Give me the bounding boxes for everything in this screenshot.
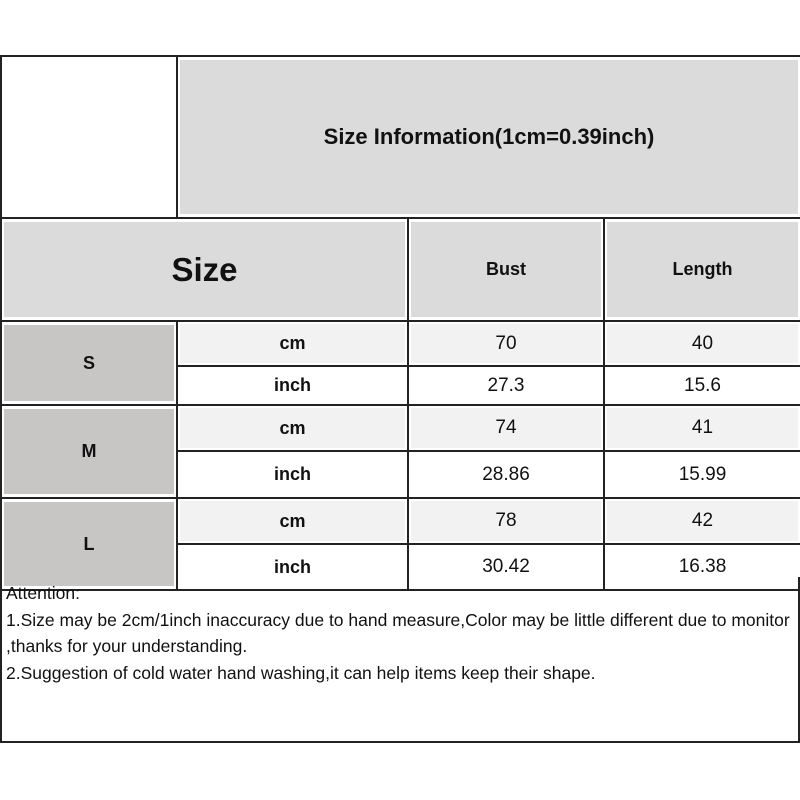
unit-label: cm xyxy=(180,501,405,541)
length-value: 41 xyxy=(607,408,798,448)
table-row: inch 28.86 15.99 xyxy=(1,450,800,499)
length-value: 16.38 xyxy=(607,547,798,587)
attention-heading: Attention: xyxy=(6,583,80,603)
bust-value: 28.86 xyxy=(411,454,601,495)
size-label: L xyxy=(4,502,174,586)
bust-value: 30.42 xyxy=(411,547,601,587)
product-photo-cell xyxy=(0,55,178,219)
attention-line-2: 2.Suggestion of cold water hand washing,… xyxy=(6,662,596,683)
attention-notes: Attention: 1.Size may be 2cm/1inch inacc… xyxy=(0,577,800,743)
bust-value: 74 xyxy=(411,408,601,448)
length-value: 15.6 xyxy=(607,369,798,402)
unit-label: cm xyxy=(180,324,405,363)
size-label: M xyxy=(4,409,174,494)
bust-value: 27.3 xyxy=(411,369,601,402)
page-title: Size Information(1cm=0.39inch) xyxy=(180,60,798,214)
length-value: 15.99 xyxy=(607,454,798,495)
attention-line-1: 1.Size may be 2cm/1inch inaccuracy due t… xyxy=(6,609,790,657)
size-chart-table: Size Information(1cm=0.39inch) Size Bust… xyxy=(0,55,800,591)
unit-label: cm xyxy=(180,408,405,448)
bust-value: 70 xyxy=(411,324,601,363)
length-value: 40 xyxy=(607,324,798,363)
unit-label: inch xyxy=(180,369,405,402)
length-value: 42 xyxy=(607,501,798,541)
table-row: inch 30.42 16.38 xyxy=(1,543,800,591)
title-cell: Size Information(1cm=0.39inch) xyxy=(176,55,800,219)
unit-label: inch xyxy=(180,454,405,495)
unit-label: inch xyxy=(180,547,405,587)
size-header: Size xyxy=(4,222,405,317)
bust-value: 78 xyxy=(411,501,601,541)
size-label: S xyxy=(4,325,174,401)
table-row: inch 27.3 15.6 xyxy=(1,365,800,406)
bust-header: Bust xyxy=(411,222,601,317)
length-header: Length xyxy=(607,222,798,317)
